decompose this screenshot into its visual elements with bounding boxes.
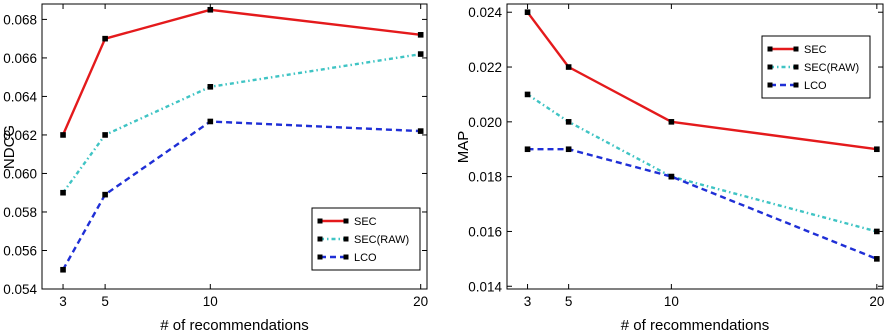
y-tick-label: 0.062 (3, 128, 37, 143)
data-point-sec (668, 119, 675, 125)
data-point-lco (668, 173, 675, 180)
data-point-sec-raw (524, 91, 531, 98)
x-axis-label: # of recommendations (160, 317, 308, 334)
y-tick-label: 0.014 (468, 279, 502, 294)
y-axis-label: MAP (455, 131, 472, 164)
legend-marker (767, 46, 773, 52)
legend-label: LCO (354, 252, 377, 264)
series-line-sec (61, 8, 421, 136)
legend-label: SEC(RAW) (354, 234, 409, 246)
chart-panel-map: 0.014 0.016 0.018 0.020 0.022 0.024 3 5 10 20 # of… (455, 3, 884, 334)
legend-marker (767, 64, 773, 70)
y-tick-label: 0.064 (3, 89, 37, 104)
legend-label: LCO (804, 80, 827, 92)
y-tick-label: 0.022 (468, 60, 502, 75)
data-point-sec-raw (102, 132, 108, 138)
legend: SEC SEC(RAW) LCO (311, 207, 421, 271)
legend-marker (793, 46, 799, 52)
x-axis-label: # of recommendations (621, 317, 769, 334)
legend-box (761, 35, 871, 99)
legend-marker (343, 218, 349, 224)
legend-label: SEC (804, 44, 827, 56)
data-point-lco (207, 118, 214, 125)
x-tick-label: 5 (565, 294, 573, 309)
data-point-lco (565, 146, 572, 153)
y-tick-label: 0.058 (3, 205, 37, 220)
legend-marker (343, 254, 349, 260)
y-tick-label: 0.016 (468, 224, 502, 239)
data-point-sec-raw (417, 51, 424, 57)
x-tick-label: 3 (524, 294, 532, 309)
data-point-sec-raw (874, 228, 880, 235)
data-point-sec-raw (207, 84, 214, 90)
series-line-sec (526, 11, 877, 151)
data-point-sec (60, 132, 66, 138)
x-tick-label: 20 (869, 294, 884, 309)
legend-marker (793, 82, 799, 88)
y-tick-label: 0.018 (468, 170, 502, 185)
data-point-lco (874, 256, 880, 262)
legend-box (311, 207, 421, 271)
x-tick-label: 10 (203, 294, 218, 309)
series-line-lco (61, 120, 421, 271)
legend-label: SEC (354, 216, 377, 228)
data-point-sec-raw (60, 189, 66, 196)
chart-panel-ndcg: 0.054 0.056 0.058 0.060 0.062 0.064 0.066 0.068… (1, 3, 428, 334)
legend-marker (767, 82, 773, 88)
x-tick-label: 10 (664, 294, 679, 309)
series-line-sec-raw (62, 52, 421, 194)
y-tick-label: 0.024 (468, 5, 502, 20)
plot-frame (41, 3, 428, 290)
data-point-sec (102, 35, 108, 42)
legend-label: SEC(RAW) (804, 62, 859, 74)
legend-marker (317, 236, 323, 242)
data-point-sec (524, 9, 531, 16)
data-point-lco (417, 128, 424, 134)
data-point-lco (102, 191, 108, 198)
y-tick-label: 0.054 (3, 282, 37, 297)
legend-marker (793, 64, 799, 70)
y-tick-label: 0.056 (3, 243, 37, 258)
data-point-sec (207, 6, 214, 13)
y-axis-label: NDCG (1, 125, 18, 169)
data-point-sec-raw (565, 119, 572, 125)
x-tick-label: 20 (413, 294, 428, 309)
legend-marker (317, 254, 323, 260)
plot-frame (506, 3, 884, 290)
data-point-sec (874, 146, 880, 153)
y-tick-label: 0.066 (3, 51, 37, 66)
series-line-sec-raw (526, 93, 878, 233)
legend-marker (317, 218, 323, 224)
x-tick-label: 5 (101, 294, 109, 309)
data-point-lco (524, 146, 531, 153)
legend-marker (343, 236, 349, 242)
y-tick-label: 0.068 (3, 12, 37, 27)
legend: SEC SEC(RAW) LCO (761, 35, 871, 99)
data-point-lco (60, 266, 66, 273)
series-line-lco (527, 147, 878, 261)
data-point-sec (565, 64, 572, 70)
y-tick-label: 0.020 (468, 115, 502, 130)
y-tick-label: 0.060 (3, 166, 37, 181)
data-point-sec (417, 32, 424, 38)
x-tick-label: 3 (59, 294, 67, 309)
